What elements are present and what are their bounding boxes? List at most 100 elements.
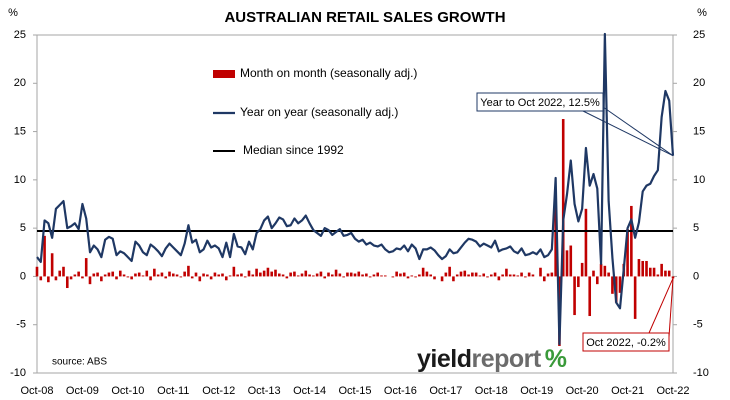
bar xyxy=(580,262,584,277)
bar xyxy=(224,276,228,281)
bar xyxy=(418,274,421,277)
x-tick-label: Oct-14 xyxy=(293,385,326,397)
legend-label: Year on year (seasonally adj.) xyxy=(240,105,398,119)
logo-part: yield xyxy=(417,345,471,373)
bar xyxy=(168,271,171,277)
bar xyxy=(296,275,300,277)
bar xyxy=(546,273,550,277)
bar xyxy=(47,276,50,283)
bar xyxy=(50,253,54,277)
y2-tick-label: 0 xyxy=(693,270,699,282)
bar xyxy=(455,274,459,277)
bar xyxy=(391,276,395,278)
bar xyxy=(501,274,504,277)
x-tick-label: Oct-19 xyxy=(520,385,553,397)
bar xyxy=(444,272,448,277)
bar xyxy=(122,274,126,277)
annotation-leader xyxy=(602,106,674,157)
y2-tick-label: 20 xyxy=(693,77,705,89)
y2-tick-label: 15 xyxy=(693,125,705,137)
bar xyxy=(520,272,523,277)
legend-swatch xyxy=(213,70,235,78)
bar xyxy=(65,276,69,289)
bar xyxy=(467,274,470,277)
bar xyxy=(209,276,213,280)
bar xyxy=(482,273,486,277)
annotation-leader xyxy=(648,278,674,334)
bar xyxy=(228,275,232,277)
bar xyxy=(569,245,573,277)
bar xyxy=(592,270,595,277)
y-tick-label: 25 xyxy=(14,29,26,41)
bar xyxy=(35,266,39,277)
line xyxy=(36,32,675,346)
bar xyxy=(565,250,569,277)
bar xyxy=(315,273,319,277)
annotation-text: Oct 2022, -0.2% xyxy=(586,337,666,349)
bar xyxy=(380,275,383,277)
bar xyxy=(107,272,111,277)
bar xyxy=(100,276,103,282)
bar xyxy=(611,276,614,294)
bar xyxy=(516,275,520,277)
plot-frame xyxy=(36,34,674,374)
bar xyxy=(365,273,368,277)
bar xyxy=(58,270,62,277)
x-tick-label: Oct-17 xyxy=(429,385,462,397)
bar xyxy=(448,266,451,277)
bar xyxy=(190,276,194,279)
bar xyxy=(607,272,610,277)
bar xyxy=(421,267,425,277)
bar xyxy=(240,273,243,277)
bar xyxy=(327,272,330,277)
bar xyxy=(648,267,652,277)
bar xyxy=(232,266,236,277)
bar xyxy=(474,272,478,277)
bar xyxy=(153,268,156,277)
bar xyxy=(73,274,77,277)
bar xyxy=(171,273,175,277)
bar xyxy=(156,274,160,277)
bar xyxy=(130,276,133,280)
bar xyxy=(542,276,546,282)
bar xyxy=(277,273,281,277)
bar xyxy=(512,274,516,277)
x-tick-label: Oct-18 xyxy=(475,385,508,397)
bar xyxy=(561,119,565,277)
bar xyxy=(372,274,376,277)
bar xyxy=(118,270,122,277)
bar xyxy=(584,208,588,277)
bar xyxy=(293,271,296,277)
bar xyxy=(652,267,656,277)
bar xyxy=(160,272,164,277)
bar xyxy=(179,276,183,278)
y2-unit: % xyxy=(697,7,707,19)
bar xyxy=(304,270,308,277)
bar xyxy=(414,276,417,278)
bar xyxy=(145,270,149,277)
y-tick-label: 10 xyxy=(14,174,26,186)
y-tick-label: -10 xyxy=(10,367,26,379)
x-tick-label: Oct-16 xyxy=(384,385,417,397)
y2-tick-label: -5 xyxy=(693,319,703,331)
bar xyxy=(342,276,345,278)
x-tick-label: Oct-20 xyxy=(566,385,599,397)
bar xyxy=(346,272,349,277)
y2-tick-label: 25 xyxy=(693,29,705,41)
bar xyxy=(319,271,323,277)
bar xyxy=(463,270,467,277)
bar xyxy=(459,271,463,277)
bar xyxy=(213,272,217,277)
bar xyxy=(656,274,660,277)
bar xyxy=(599,263,603,277)
bar xyxy=(330,274,334,277)
bar xyxy=(550,272,554,277)
logo: yieldreport% xyxy=(417,345,567,373)
y-tick-label: 5 xyxy=(20,222,26,234)
bar xyxy=(236,274,239,277)
bar xyxy=(217,274,221,277)
bar xyxy=(478,275,482,277)
y-tick-label: 20 xyxy=(14,77,26,89)
bar xyxy=(577,276,580,288)
bar xyxy=(645,260,648,277)
